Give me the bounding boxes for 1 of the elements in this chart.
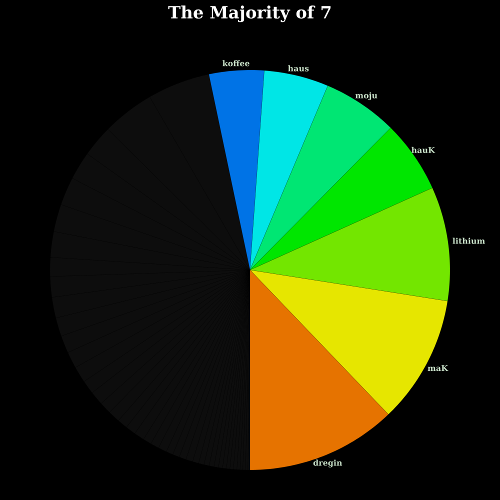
chart-title: The Majority of 7 — [168, 6, 331, 22]
